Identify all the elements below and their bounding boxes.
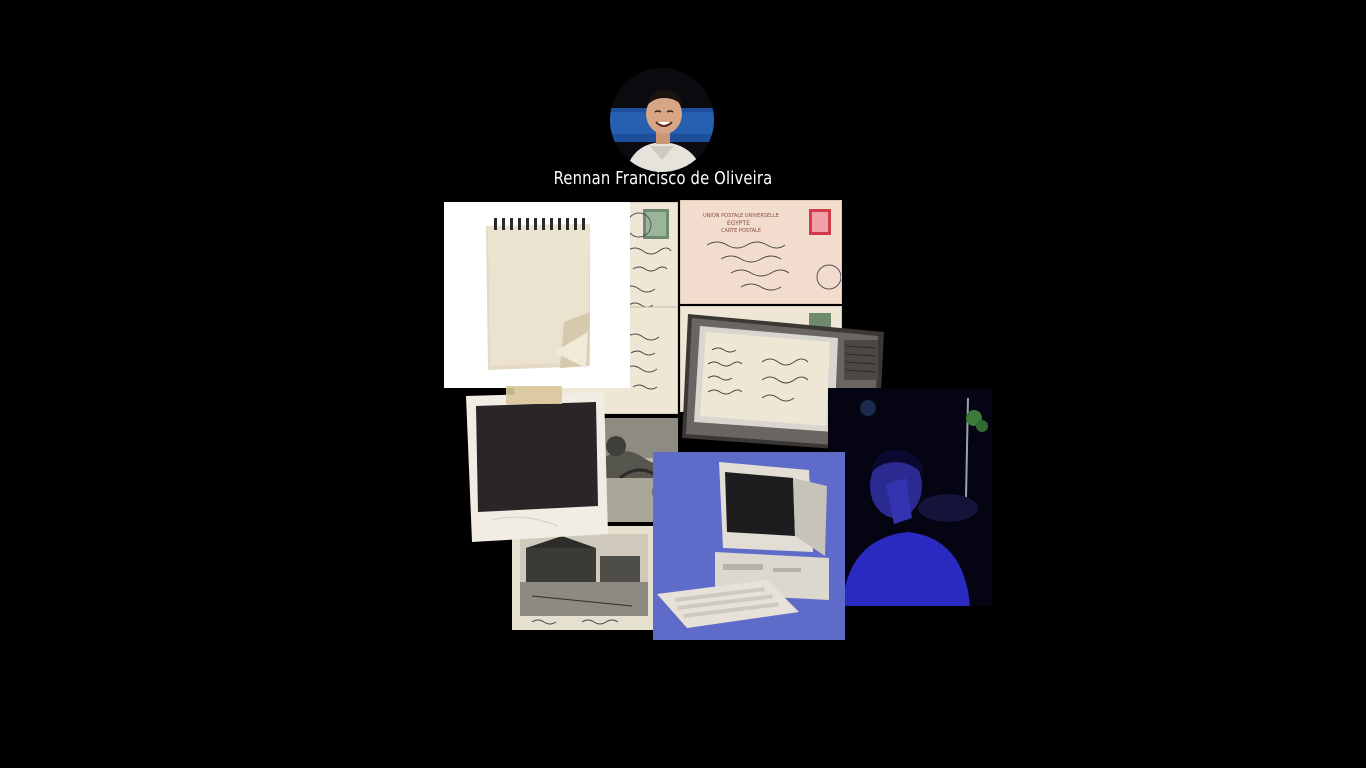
postcard-icon: UNION POSTALE UNIVERSELLE EGYPTE CARTE P… — [703, 209, 841, 291]
postcard-type-text: CARTE POSTALE — [721, 228, 761, 234]
profile-avatar[interactable] — [610, 68, 714, 172]
retro-computer[interactable] — [653, 452, 845, 640]
postcard-icon — [517, 209, 677, 390]
postcard-header-text: UNION POSTALE UNIVERSELLE — [703, 213, 779, 219]
sepia-photo-harbor[interactable] — [512, 526, 656, 630]
postcard-country-text: EGYPTE — [727, 220, 750, 227]
blank-notepad[interactable] — [444, 202, 630, 388]
vintage-postcard-egypt[interactable]: UNION POSTALE UNIVERSELLE EGYPTE CARTE P… — [680, 200, 842, 304]
page-title: Rennan Francisco de Oliveira — [553, 168, 773, 189]
photo-icon — [828, 388, 992, 606]
notepad-icon — [444, 202, 630, 388]
blank-polaroid[interactable] — [462, 386, 612, 548]
profile-photo-icon — [610, 68, 714, 172]
polaroid-icon — [466, 386, 608, 542]
person-night-photo[interactable] — [828, 388, 992, 606]
computer-icon — [653, 452, 845, 640]
collage: UNION POSTALE UNIVERSELLE EGYPTE CARTE P… — [440, 196, 996, 646]
photo-icon — [512, 526, 656, 630]
